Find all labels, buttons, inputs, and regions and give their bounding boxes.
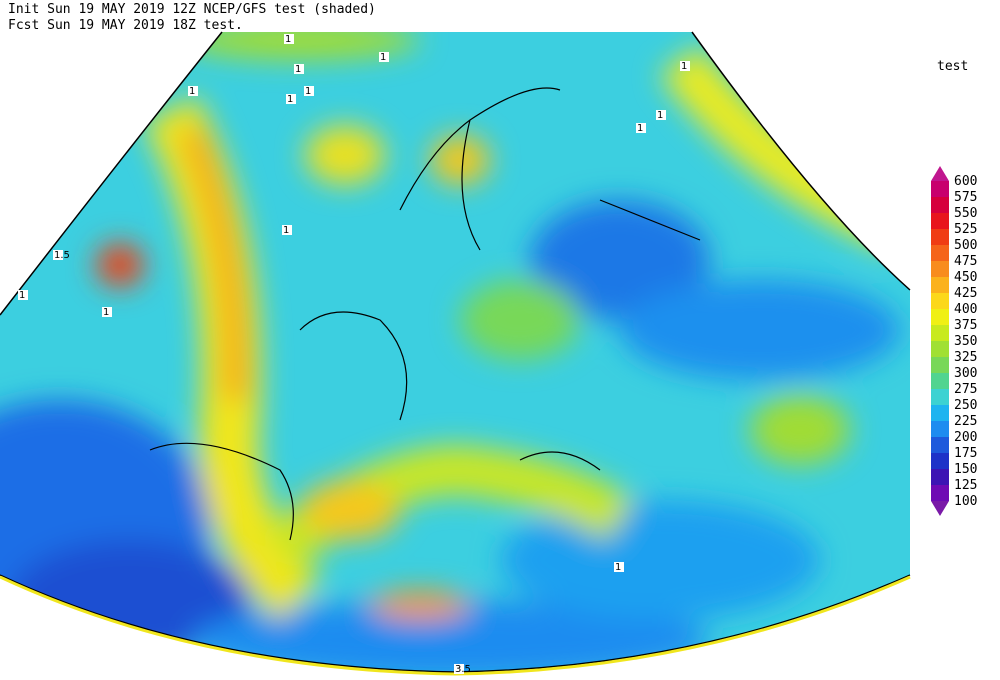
colorbar-box [931,437,949,453]
colorbar-label: 175 [954,446,977,461]
colorbar-box [931,197,949,213]
colorbar-label: 400 [954,302,977,317]
colorbar-label: 100 [954,494,977,509]
contour-label-bg [284,34,294,44]
contour-label-bg [304,86,314,96]
contour-label: 1 [103,307,109,318]
contour-label-bg [379,52,389,62]
contour-label: 1 [283,225,289,236]
colorbar-label: 225 [954,414,977,429]
contour-label-bg [18,290,28,300]
colorbar-box [931,373,949,389]
colorbar-label: 375 [954,318,977,333]
contour-label-bg [282,225,292,235]
colorbar-box [931,421,949,437]
colorbar-box [931,405,949,421]
contour-label: 3.5 [455,664,471,675]
colorbar-box [931,453,949,469]
contour-label: 1 [681,61,687,72]
contour-label: 1 [657,110,663,121]
colorbar-box [931,485,949,501]
colorbar-box [931,389,949,405]
colorbar-label: 575 [954,190,977,205]
colorbar-box [931,229,949,245]
legend-title: test [937,59,968,74]
colorbar-label: 600 [954,174,977,189]
colorbar-label: 275 [954,382,977,397]
contour-label-bg [656,110,666,120]
contour-label: 1 [287,94,293,105]
colorbar-label: 550 [954,206,977,221]
colorbar: 6005755505255004754504254003753503253002… [931,166,977,516]
colorbar-label: 500 [954,238,977,253]
contour-label: 1 [189,86,195,97]
contour-label: 1.5 [54,250,70,261]
header-line: Init Sun 19 MAY 2019 12Z NCEP/GFS test (… [8,2,376,17]
contour-label: 1 [637,123,643,134]
contour-label-bg [294,64,304,74]
colorbar-label: 125 [954,478,977,493]
colorbar-label: 325 [954,350,977,365]
contour-label: 1 [305,86,311,97]
contour-label: 1 [615,562,621,573]
colorbar-label: 200 [954,430,977,445]
colorbar-box [931,469,949,485]
colorbar-box [931,325,949,341]
contour-label-bg [614,562,624,572]
contour-label-bg [454,664,464,674]
contour-label: 1 [295,64,301,75]
header-line: Fcst Sun 19 MAY 2019 18Z test. [8,18,243,33]
colorbar-label: 450 [954,270,977,285]
colorbar-label: 150 [954,462,977,477]
contour-label-bg [188,86,198,96]
colorbar-arrow [931,501,949,516]
contour-label: 1 [380,52,386,63]
colorbar-box [931,261,949,277]
contour-label-bg [680,61,690,71]
contour-label-bg [636,123,646,133]
colorbar-box [931,213,949,229]
colorbar-label: 425 [954,286,977,301]
colorbar-label: 525 [954,222,977,237]
colorbar-label: 250 [954,398,977,413]
colorbar-box [931,357,949,373]
colorbar-box [931,277,949,293]
colorbar-box [931,245,949,261]
colorbar-arrow [931,166,949,181]
contour-label: 1 [19,290,25,301]
colorbar-label: 350 [954,334,977,349]
contour-label: 1 [285,34,291,45]
colorbar-box [931,181,949,197]
colorbar-box [931,341,949,357]
contour-label-bg [53,250,63,260]
colorbar-box [931,309,949,325]
colorbar-label: 475 [954,254,977,269]
contour-label-bg [286,94,296,104]
colorbar-box [931,293,949,309]
colorbar-label: 300 [954,366,977,381]
contour-label-bg [102,307,112,317]
